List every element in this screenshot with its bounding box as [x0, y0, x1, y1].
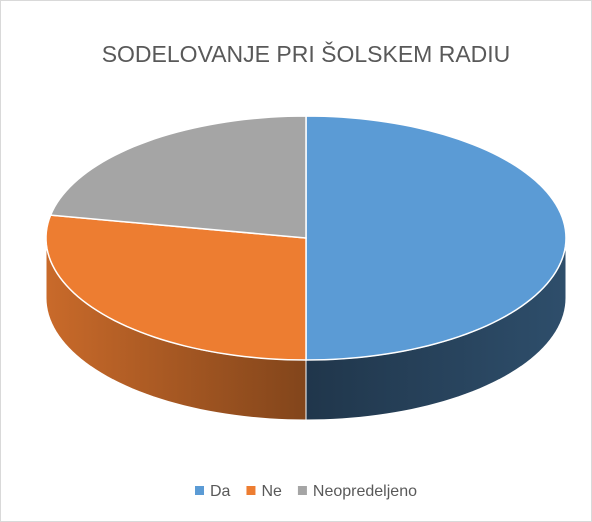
slice: [45, 214, 307, 361]
slice: [305, 115, 567, 361]
legend-marker: [195, 486, 205, 495]
legend-marker: [246, 486, 256, 495]
legend-marker: [297, 486, 307, 495]
legend-label: Ne: [261, 483, 282, 500]
chart-title: SODELOVANJE PRI ŠOLSKEM RADIU: [102, 40, 511, 67]
legend-label: Da: [210, 483, 231, 500]
slice: [49, 115, 307, 239]
legend-label: Neopredeljeno: [313, 483, 417, 500]
